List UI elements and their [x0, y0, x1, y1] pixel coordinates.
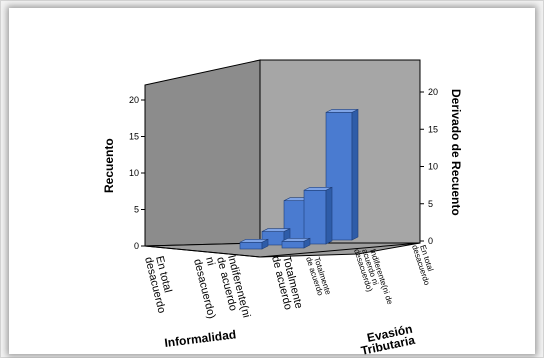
bar-top-0	[239, 238, 269, 243]
bar-4	[303, 186, 333, 245]
left-axis-title: Recuento	[102, 138, 116, 193]
bar-0	[239, 238, 269, 250]
x-category-labels: En total desacuerdo Indiferente(ni de ac…	[142, 254, 305, 320]
floor-front-edge	[144, 245, 261, 258]
right-tick-label-3: 15	[428, 124, 438, 134]
bar-front-4	[303, 189, 327, 245]
left-tick-label-1: 5	[134, 205, 139, 215]
bar-side-3	[351, 108, 359, 241]
bar-top-3	[325, 109, 359, 113]
x-axis-title: Informalidad	[164, 327, 237, 350]
right-tick-label-2: 10	[428, 162, 438, 172]
bar-top-4	[303, 186, 333, 191]
right-axis-title: Derivado de Recuento	[449, 89, 463, 216]
x-cat-2-line3: ni	[203, 256, 217, 267]
bar-top-1	[261, 228, 291, 232]
floor-right-edge	[259, 242, 421, 258]
left-axis-ticks: 0 5 10 15 20	[129, 95, 145, 251]
bar-top-5	[281, 237, 311, 242]
left-tick-label-3: 15	[129, 132, 139, 142]
bar-front-5	[281, 240, 305, 249]
x-cat-2-line4: desacuerdo)	[191, 258, 217, 320]
left-tick-label-0: 0	[134, 241, 139, 251]
left-tick-label-4: 20	[129, 95, 139, 105]
right-tick-label-1: 5	[428, 199, 433, 209]
left-tick-label-2: 10	[129, 168, 139, 178]
bar-side-4	[325, 186, 333, 245]
bar-front-0	[239, 241, 263, 250]
right-tick-label-4: 20	[428, 87, 438, 97]
bar-5	[281, 237, 311, 249]
right-axis-ticks: 0 5 10 15 20	[420, 87, 438, 246]
left-wall	[144, 59, 261, 247]
right-tick-label-0: 0	[428, 236, 433, 246]
bars	[239, 108, 359, 250]
